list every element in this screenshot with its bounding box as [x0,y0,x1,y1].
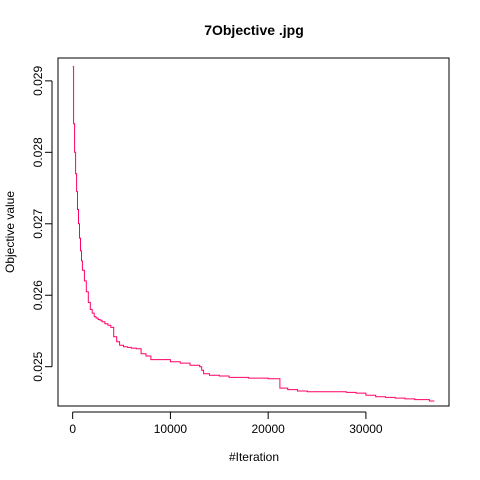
chart-title: 7Objective .jpg [204,22,304,38]
y-tick-label: 0.027 [31,208,45,238]
y-tick-label: 0.029 [31,66,45,96]
y-axis: 0.025 0.026 0.027 0.028 0.029 [31,66,53,382]
series-layer [72,66,435,402]
x-axis-label: #Iteration [229,450,279,464]
y-tick-label: 0.025 [31,351,45,381]
x-tick-label: 10000 [154,422,188,436]
y-tick-label: 0.028 [31,137,45,167]
series-line [72,66,435,402]
plot-frame [57,57,450,407]
y-axis-label: Objective value [3,191,17,273]
x-tick-label: 30000 [349,422,383,436]
x-axis: 0 10000 20000 30000 [69,411,383,436]
x-tick-label: 0 [69,422,76,436]
y-tick-label: 0.026 [31,280,45,310]
x-tick-label: 20000 [251,422,285,436]
